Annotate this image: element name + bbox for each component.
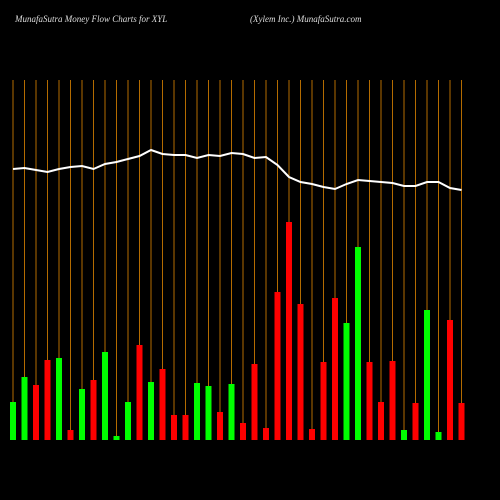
- bar: [125, 402, 131, 440]
- bar: [182, 415, 189, 440]
- bar: [263, 428, 269, 440]
- bar: [424, 310, 430, 440]
- bar: [274, 292, 281, 440]
- bar: [102, 352, 108, 440]
- bar: [67, 430, 74, 440]
- bar: [205, 386, 212, 440]
- bar: [343, 323, 350, 440]
- bar: [228, 384, 235, 440]
- bar: [297, 304, 304, 440]
- bar: [332, 298, 338, 440]
- bar: [10, 402, 16, 440]
- bar: [194, 383, 200, 440]
- bar: [136, 345, 143, 440]
- bar: [389, 361, 396, 440]
- bar: [171, 415, 177, 440]
- bar: [44, 360, 51, 440]
- bar: [366, 362, 373, 440]
- bar: [113, 436, 120, 440]
- bar: [21, 377, 28, 440]
- bar: [435, 432, 442, 440]
- price-line: [12, 148, 462, 191]
- bar: [159, 369, 166, 440]
- bar: [458, 403, 465, 440]
- bar: [251, 364, 258, 440]
- bar: [148, 382, 154, 440]
- bar: [286, 222, 292, 440]
- bar: [33, 385, 39, 440]
- bar: [90, 380, 97, 440]
- bar: [56, 358, 62, 440]
- bar: [240, 423, 246, 440]
- bar: [309, 429, 315, 440]
- bar: [320, 362, 327, 440]
- chart-subtitle: (Xylem Inc.) MunafaSutra.com: [250, 14, 362, 24]
- bar: [401, 430, 407, 440]
- bar: [79, 389, 85, 440]
- bar: [412, 403, 419, 440]
- bar: [378, 402, 384, 440]
- bar: [447, 320, 453, 440]
- bar: [355, 247, 361, 440]
- chart-title: MunafaSutra Money Flow Charts for XYL: [14, 14, 167, 24]
- bar: [217, 412, 223, 440]
